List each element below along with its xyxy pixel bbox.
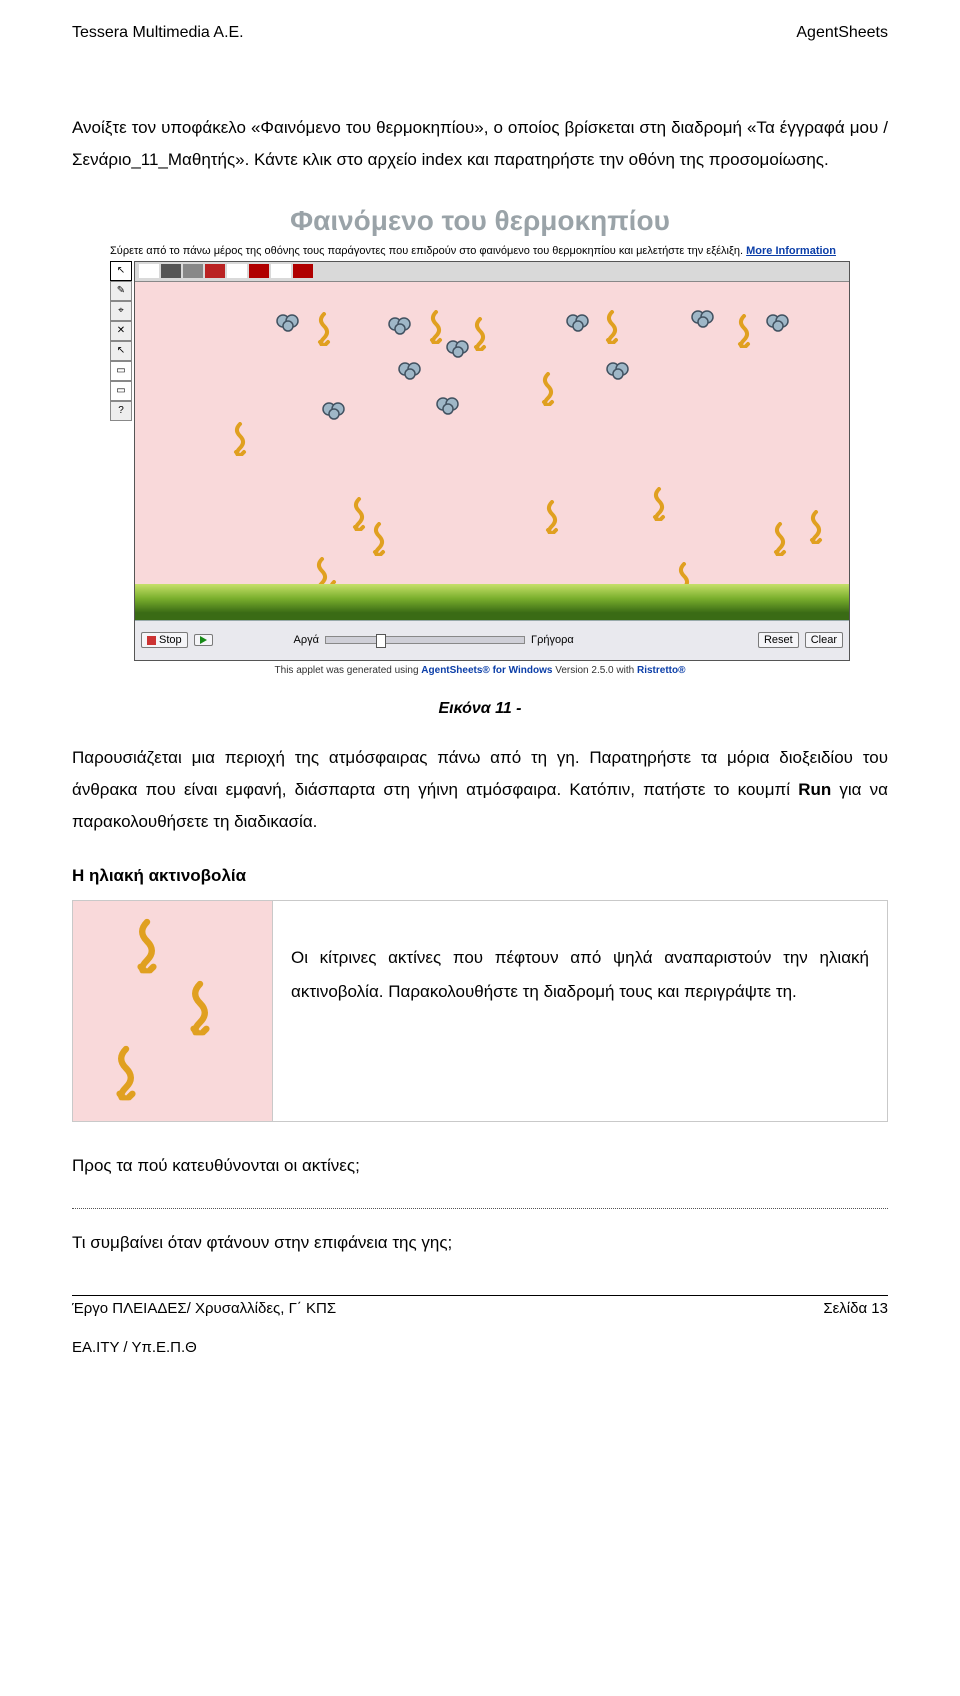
section-solar-title: Η ηλιακή ακτινοβολία	[72, 866, 888, 886]
topbar-swatch[interactable]	[183, 264, 203, 278]
speed-slider[interactable]	[325, 636, 525, 644]
credits-as: AgentSheets® for Windows	[421, 665, 552, 676]
topbar-swatch[interactable]	[139, 264, 159, 278]
co2-molecule-icon	[435, 397, 461, 415]
info-pic-solar	[73, 901, 273, 1121]
sim-subtitle: Σύρετε από το πάνω μέρος της οθόνης τους…	[110, 245, 850, 257]
sun-ray-icon	[231, 422, 249, 456]
co2-molecule-icon	[690, 310, 716, 328]
header-left: Tessera Multimedia A.E.	[72, 24, 244, 42]
sun-ray-icon	[315, 312, 333, 346]
sun-ray-icon	[471, 317, 489, 351]
credits-prefix: This applet was generated using	[275, 665, 422, 676]
sun-ray-icon	[539, 372, 557, 406]
sun-ray-icon	[427, 310, 445, 344]
footer-ea: ΕΑ.ΙΤΥ / Υπ.Ε.Π.Θ	[72, 1339, 888, 1356]
tool-erase[interactable]: ✕	[110, 321, 132, 341]
p2-run: Run	[798, 780, 831, 799]
sun-ray-icon	[650, 487, 668, 521]
co2-molecule-icon	[387, 317, 413, 335]
sun-ray-icon	[186, 981, 215, 1035]
topbar-swatch[interactable]	[205, 264, 225, 278]
stop-icon	[147, 636, 156, 645]
clear-button[interactable]: Clear	[805, 632, 843, 648]
sun-ray-icon	[133, 919, 162, 973]
question-1: Προς τα πού κατευθύνονται οι ακτίνες;	[72, 1150, 888, 1182]
sim-topbar	[135, 262, 849, 282]
sun-ray-icon	[370, 522, 388, 556]
co2-molecule-icon	[445, 340, 471, 358]
co2-molecule-icon	[321, 402, 347, 420]
sun-ray-icon	[807, 510, 825, 544]
stop-button[interactable]: Stop	[141, 632, 188, 648]
topbar-swatch[interactable]	[271, 264, 291, 278]
sun-ray-icon	[603, 310, 621, 344]
co2-molecule-icon	[275, 314, 301, 332]
sim-ground	[135, 584, 849, 620]
play-button[interactable]	[194, 634, 213, 646]
footer-right: Σελίδα 13	[823, 1300, 888, 1317]
credits-mid: Version 2.5.0 with	[552, 665, 637, 676]
co2-molecule-icon	[565, 314, 591, 332]
fast-label: Γρήγορα	[531, 634, 574, 646]
sun-ray-icon	[112, 1046, 141, 1100]
question-2: Τι συμβαίνει όταν φτάνουν στην επιφάνεια…	[72, 1227, 888, 1259]
co2-molecule-icon	[765, 314, 791, 332]
tool-7[interactable]: ▭	[110, 381, 132, 401]
sim-controls: Stop Αργά Γρήγορα Reset Clear	[135, 620, 849, 660]
footer-left: Έργο ΠΛΕΙΑΔΕΣ/ Χρυσαλλίδες, Γ΄ ΚΠΣ	[72, 1300, 336, 1317]
topbar-swatch[interactable]	[227, 264, 247, 278]
tool-6[interactable]: ▭	[110, 361, 132, 381]
tool-arrow[interactable]: ↖	[110, 261, 132, 281]
page-header: Tessera Multimedia A.E. AgentSheets	[72, 24, 888, 42]
sim-subtitle-text: Σύρετε από το πάνω μέρος της οθόνης τους…	[110, 245, 743, 257]
sim-canvas[interactable]: Stop Αργά Γρήγορα Reset Clear	[134, 261, 850, 661]
answer-line-1[interactable]	[72, 1187, 888, 1209]
sim-toolbar: ↖ ✎ ⌖ ✕ ↖ ▭ ▭ ?	[110, 261, 134, 661]
p2-a: Παρουσιάζεται μια περιοχή της ατμόσφαιρα…	[72, 748, 888, 799]
reset-button[interactable]: Reset	[758, 632, 799, 648]
sim-title: Φαινόμενο του θερμοκηπίου	[110, 205, 850, 237]
slow-label: Αργά	[294, 634, 319, 646]
info-text-solar: Οι κίτρινες ακτίνες που πέφτουν από ψηλά…	[273, 901, 887, 1121]
credits-rs: Ristretto®	[637, 665, 685, 676]
simulation-figure: Φαινόμενο του θερμοκηπίου Σύρετε από το …	[110, 205, 850, 676]
tool-pencil[interactable]: ✎	[110, 281, 132, 301]
paragraph-intro: Ανοίξτε τον υποφάκελο «Φαινόμενο του θερ…	[72, 112, 888, 177]
tool-help[interactable]: ?	[110, 401, 132, 421]
play-icon	[200, 636, 207, 644]
speed-thumb[interactable]	[376, 634, 386, 648]
page-footer: Έργο ΠΛΕΙΑΔΕΣ/ Χρυσαλλίδες, Γ΄ ΚΠΣ Σελίδ…	[72, 1296, 888, 1317]
tool-target[interactable]: ⌖	[110, 301, 132, 321]
paragraph-2: Παρουσιάζεται μια περιοχή της ατμόσφαιρα…	[72, 742, 888, 839]
co2-molecule-icon	[605, 362, 631, 380]
topbar-swatch[interactable]	[293, 264, 313, 278]
sun-ray-icon	[350, 497, 368, 531]
info-row-solar: Οι κίτρινες ακτίνες που πέφτουν από ψηλά…	[72, 900, 888, 1122]
sun-ray-icon	[735, 314, 753, 348]
tool-5[interactable]: ↖	[110, 341, 132, 361]
sim-credits: This applet was generated using AgentShe…	[110, 665, 850, 676]
header-right: AgentSheets	[796, 24, 888, 42]
topbar-swatch[interactable]	[249, 264, 269, 278]
sun-ray-icon	[771, 522, 789, 556]
topbar-swatch[interactable]	[161, 264, 181, 278]
co2-molecule-icon	[397, 362, 423, 380]
figure-caption: Εικόνα 11 -	[72, 700, 888, 718]
sun-ray-icon	[543, 500, 561, 534]
stop-label: Stop	[159, 634, 182, 646]
more-info-link[interactable]: More Information	[746, 245, 836, 257]
